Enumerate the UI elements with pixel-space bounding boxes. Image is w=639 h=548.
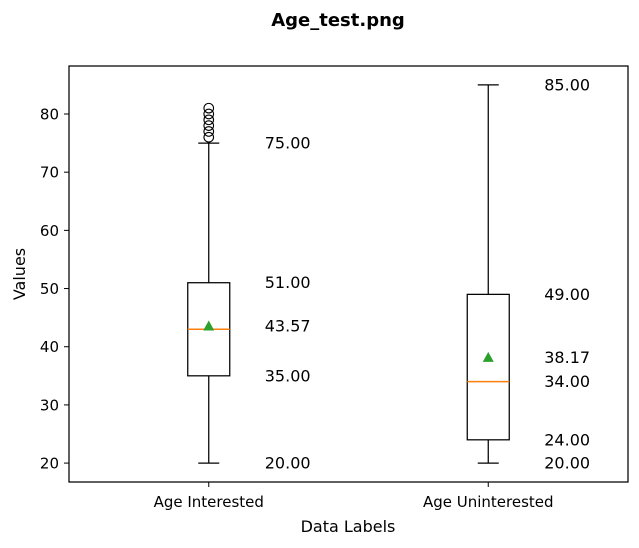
x-tick-label: Age Interested xyxy=(154,493,264,511)
outlier-point xyxy=(203,102,215,114)
value-label: 20.00 xyxy=(544,454,590,473)
x-axis-label: Data Labels xyxy=(301,517,396,536)
y-tick-label: 20 xyxy=(40,455,59,473)
y-tick-label: 60 xyxy=(40,222,59,240)
value-label: 35.00 xyxy=(265,366,311,385)
value-label: 20.00 xyxy=(265,454,311,473)
outlier-point xyxy=(203,114,215,126)
outlier-point xyxy=(203,120,215,131)
mean-marker xyxy=(203,320,215,331)
outlier-point xyxy=(203,126,215,137)
mean-marker xyxy=(482,351,494,362)
outlier-point xyxy=(203,108,215,120)
y-tick-label: 30 xyxy=(40,396,59,414)
y-tick-label: 80 xyxy=(40,106,59,124)
chart-title: Age_test.png xyxy=(271,10,405,31)
value-label: 75.00 xyxy=(265,134,311,153)
outlier-point xyxy=(203,131,215,143)
value-label: 43.57 xyxy=(265,316,311,335)
y-tick-label: 70 xyxy=(40,164,59,182)
y-tick-label: 50 xyxy=(40,280,59,298)
y-axis-label: Values xyxy=(10,248,29,300)
y-axis: 20 30 40 50 60 70 80 xyxy=(40,106,69,473)
box-series xyxy=(187,84,510,464)
x-tick-label: Age Uninterested xyxy=(423,493,554,511)
value-label: 49.00 xyxy=(544,285,590,304)
iqr-box xyxy=(466,293,510,441)
value-label: 51.00 xyxy=(265,273,311,292)
plot-area-frame xyxy=(68,65,629,483)
x-axis: Age Interested Age Uninterested xyxy=(154,482,554,511)
y-tick-label: 40 xyxy=(40,338,59,356)
value-label: 24.00 xyxy=(544,430,590,449)
value-label: 85.00 xyxy=(544,75,590,94)
value-annotations: 75.00 51.00 43.57 35.00 20.00 85.00 49.00 38.17… xyxy=(265,75,590,472)
value-label: 38.17 xyxy=(544,348,590,367)
value-label: 34.00 xyxy=(544,372,590,391)
